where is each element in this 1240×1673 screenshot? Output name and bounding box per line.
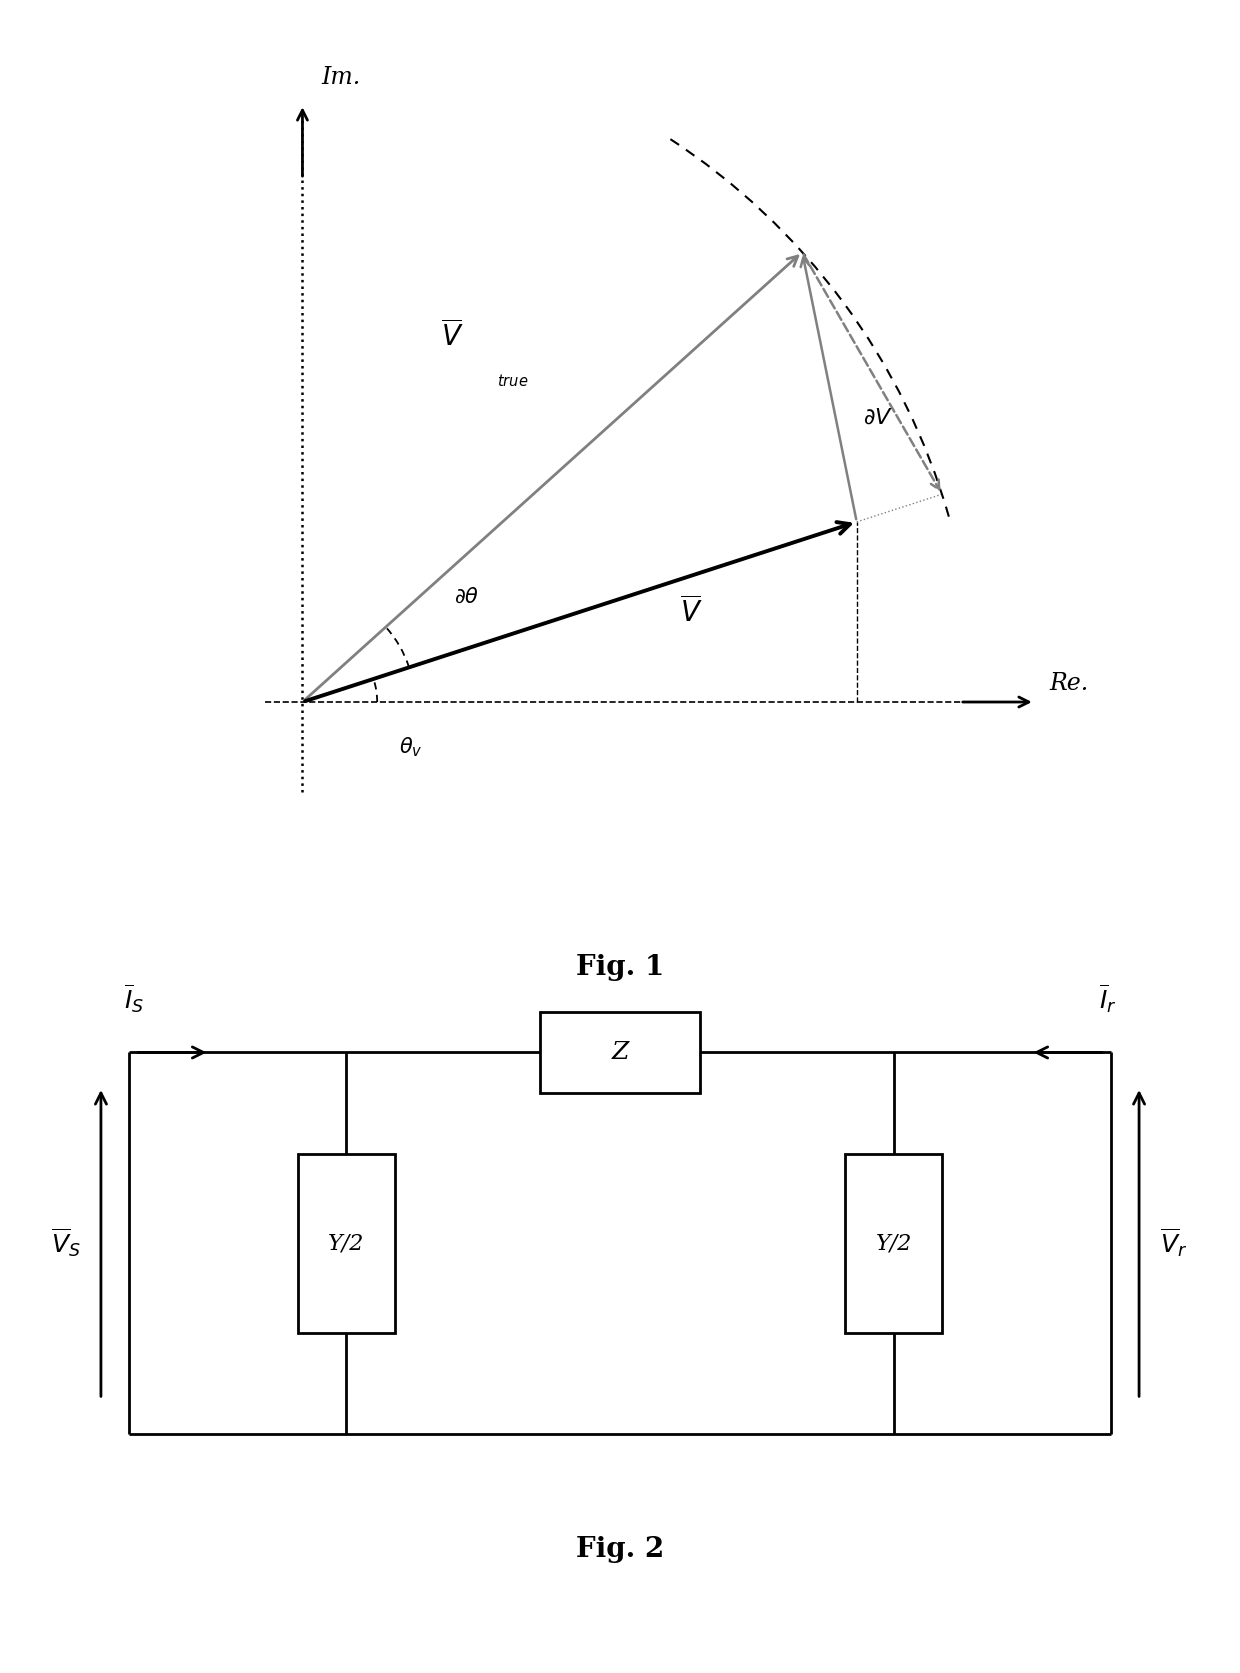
Bar: [846, 1154, 942, 1333]
Text: $\overline{V}_r$: $\overline{V}_r$: [1159, 1226, 1187, 1260]
Text: Fig. 2: Fig. 2: [575, 1536, 665, 1563]
Text: Re.: Re.: [1049, 671, 1089, 694]
Text: $\partial\theta$: $\partial\theta$: [454, 587, 480, 607]
Text: Y/2: Y/2: [329, 1233, 365, 1255]
Text: $\overline{V}_S$: $\overline{V}_S$: [51, 1226, 81, 1260]
Text: $\overline{V}$: $\overline{V}$: [680, 597, 702, 627]
Text: Im.: Im.: [321, 67, 361, 89]
Text: $\overline{I}_r$: $\overline{I}_r$: [1099, 984, 1116, 1016]
Text: Y/2: Y/2: [875, 1233, 911, 1255]
Bar: [298, 1154, 394, 1333]
Bar: [541, 1012, 699, 1092]
Text: Fig. 1: Fig. 1: [575, 954, 665, 980]
Text: $_{true}$: $_{true}$: [497, 371, 528, 390]
Text: $\theta_v$: $\theta_v$: [399, 734, 423, 758]
Text: Z: Z: [611, 1041, 629, 1064]
Text: $\overline{V}$: $\overline{V}$: [440, 320, 464, 351]
Text: $\overline{I}_S$: $\overline{I}_S$: [124, 984, 144, 1016]
Text: $\partial V$: $\partial V$: [863, 407, 893, 428]
